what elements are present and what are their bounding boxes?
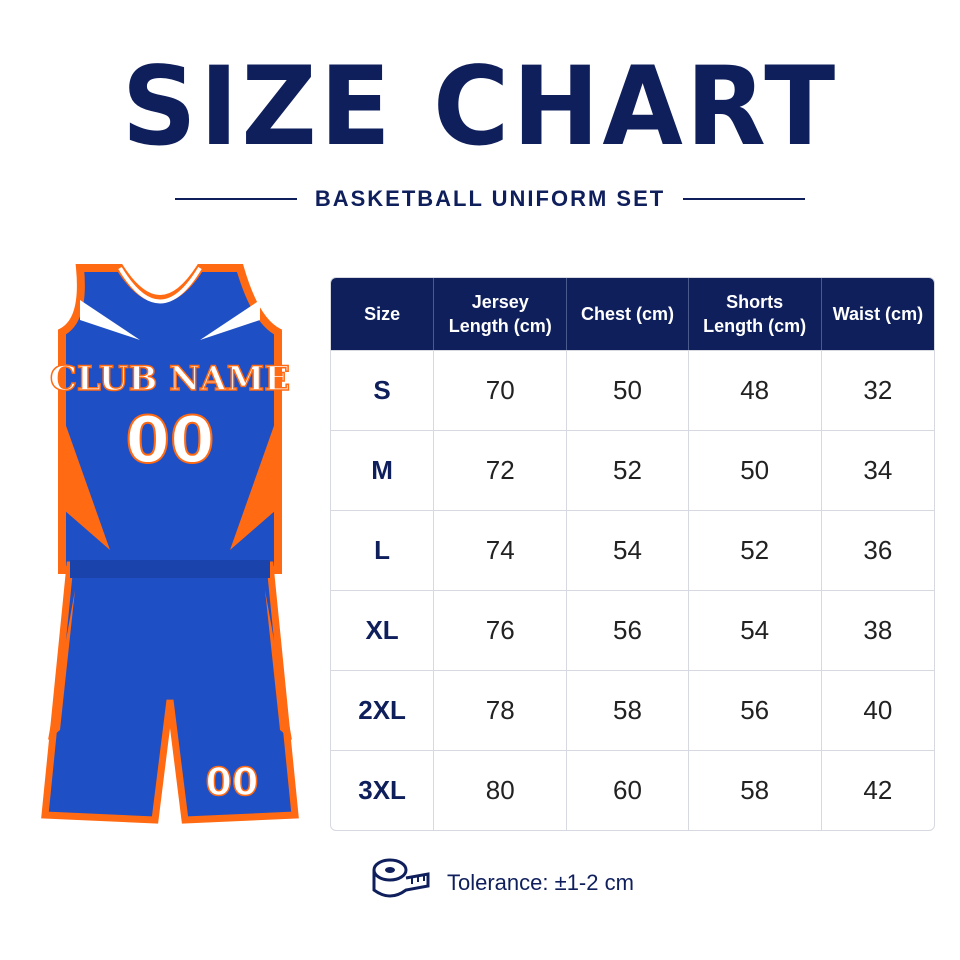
collar-trim (118, 266, 202, 304)
table-body: S 70 50 48 32 M 72 52 50 34 L 74 54 52 36 XL 76 56 54 38 2XL… (331, 350, 934, 830)
size-cell: S (331, 350, 435, 430)
tape-icon (372, 858, 430, 898)
jersey (58, 264, 282, 574)
subtitle: BASKETBALL UNIFORM SET (314, 186, 666, 211)
table-row: 2XL 78 58 56 40 (331, 670, 934, 750)
value-cell: 80 (434, 750, 568, 830)
size-cell: L (331, 510, 435, 590)
value-cell: 50 (567, 350, 689, 430)
table-row: XL 76 56 54 38 (331, 590, 934, 670)
value-cell: 40 (821, 670, 934, 750)
value-cell: 76 (434, 590, 568, 670)
waistband (70, 560, 270, 578)
value-cell: 38 (821, 590, 934, 670)
value-cell: 54 (688, 590, 822, 670)
value-cell: 52 (567, 430, 689, 510)
value-cell: 54 (567, 510, 689, 590)
value-cell: 34 (821, 430, 934, 510)
jersey-accent (80, 300, 260, 340)
title: SIZE CHART (121, 41, 839, 171)
jersey-number: 00 (125, 404, 214, 478)
rule (683, 198, 805, 200)
size-cell: 3XL (331, 750, 435, 830)
shorts-number: 00 (206, 760, 259, 804)
value-cell: 48 (688, 350, 822, 430)
shorts-accent (48, 590, 292, 740)
tolerance: Tolerance: ±1-2 cm (447, 870, 634, 895)
value-cell: 56 (688, 670, 822, 750)
table-row: S 70 50 48 32 (331, 350, 934, 430)
column-header: Shorts Length (cm) (688, 278, 822, 350)
value-cell: 74 (434, 510, 568, 590)
header-row: Size Jersey Length (cm) Chest (cm) Shorts L… (331, 278, 934, 350)
uniform-illustration: CLUB NAME 00 00 (41, 264, 299, 824)
value-cell: 56 (567, 590, 689, 670)
table-row: L 74 54 52 36 (331, 510, 934, 590)
column-header: Chest (cm) (567, 278, 689, 350)
value-cell: 58 (688, 750, 822, 830)
team-name: CLUB NAME (50, 359, 290, 399)
value-cell: 78 (434, 670, 568, 750)
size-cell: XL (331, 590, 435, 670)
value-cell: 42 (821, 750, 934, 830)
subtitle-row: BASKETBALL UNIFORM SET (175, 186, 805, 212)
shorts (41, 561, 299, 824)
column-header: Waist (cm) (821, 278, 934, 350)
size-cell: M (331, 430, 435, 510)
value-cell: 70 (434, 350, 568, 430)
value-cell: 60 (567, 750, 689, 830)
value-cell: 36 (821, 510, 934, 590)
value-cell: 50 (688, 430, 822, 510)
column-header: Jersey Length (cm) (434, 278, 568, 350)
value-cell: 58 (567, 670, 689, 750)
table-row: M 72 52 50 34 (331, 430, 934, 510)
value-cell: 32 (821, 350, 934, 430)
value-cell: 72 (434, 430, 568, 510)
table-row: 3XL 80 60 58 42 (331, 750, 934, 830)
column-header: Size (331, 278, 435, 350)
size-cell: 2XL (331, 670, 435, 750)
value-cell: 52 (688, 510, 822, 590)
rule (175, 198, 297, 200)
size-table: Size Jersey Length (cm) Chest (cm) Shorts L… (330, 277, 935, 831)
